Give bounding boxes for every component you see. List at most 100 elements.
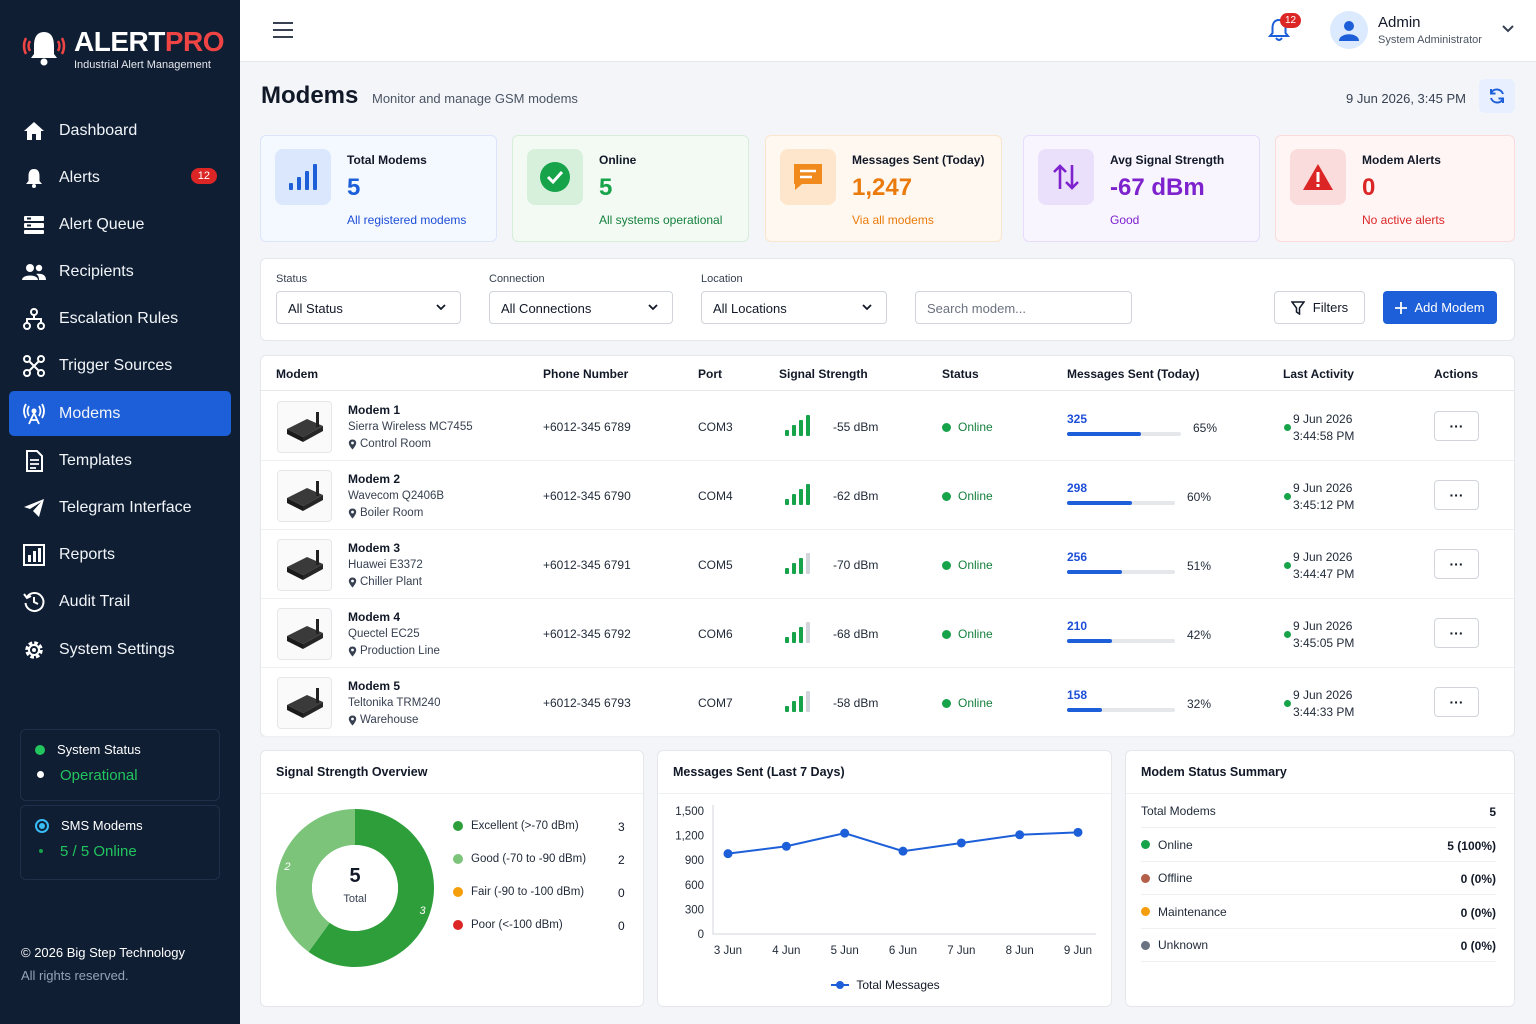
row-actions-button[interactable]: ···	[1434, 480, 1479, 510]
table-row[interactable]: Modem 2 Wavecom Q2406B Boiler Room +6012…	[261, 461, 1514, 530]
sidebar-item-alerts[interactable]: Alerts 12	[9, 155, 231, 200]
table-row[interactable]: Modem 5 Teltonika TRM240 Warehouse +6012…	[261, 668, 1514, 737]
donut-slice[interactable]	[308, 809, 434, 967]
last-activity-date: 9 Jun 2026	[1293, 688, 1353, 702]
legend-count: 0	[618, 886, 625, 900]
notifications-badge: 12	[1280, 13, 1302, 28]
table-row[interactable]: Modem 3 Huawei E3372 Chiller Plant +6012…	[261, 530, 1514, 599]
brand-logo[interactable]: ALERTPRO Industrial Alert Management	[20, 24, 225, 72]
sidebar-item-templates[interactable]: Templates	[9, 438, 231, 483]
sidebar-item-modems[interactable]: Modems	[9, 391, 231, 437]
modem-name: Modem 3	[348, 541, 401, 555]
data-point[interactable]	[781, 841, 791, 851]
stat-card-avg-signal[interactable]: Avg Signal Strength -67 dBm Good	[1023, 135, 1260, 242]
stat-value: 5	[347, 174, 361, 201]
sidebar-item-escalation-rules[interactable]: Escalation Rules	[9, 297, 231, 342]
signal-strength-icon	[785, 415, 810, 436]
summary-label: Online	[1158, 837, 1193, 852]
filters-button[interactable]: Filters	[1274, 291, 1365, 324]
status-text: Online	[958, 489, 993, 503]
copyright-text: © 2026 Big Step Technology	[21, 945, 186, 960]
user-icon	[1339, 21, 1359, 41]
notifications-button[interactable]: 12	[1267, 13, 1302, 44]
column-header: Messages Sent (Today)	[1067, 367, 1200, 381]
status-badge: Online	[942, 696, 993, 710]
alerts-count-badge: 12	[190, 168, 217, 185]
sidebar-item-audit-trail[interactable]: Audit Trail	[9, 580, 231, 625]
modem-location-text: Production Line	[360, 645, 440, 657]
refresh-icon	[1490, 88, 1504, 104]
chevron-down-icon[interactable]	[1502, 25, 1514, 33]
messages-progress-bar	[1067, 639, 1175, 643]
sms-modems-value: 5 / 5 Online	[60, 843, 137, 860]
column-header: Status	[942, 367, 979, 381]
port: COM3	[698, 420, 733, 434]
sidebar-item-reports[interactable]: Reports	[9, 533, 231, 578]
status-filter-select[interactable]: All Status	[276, 291, 461, 324]
activity-dot-icon	[1284, 493, 1291, 500]
data-point[interactable]	[723, 849, 733, 859]
last-activity-time: 3:44:33 PM	[1293, 705, 1355, 719]
column-header: Modem	[276, 367, 318, 381]
card-title: Signal Strength Overview	[276, 765, 428, 779]
data-point[interactable]	[1015, 830, 1025, 840]
data-point[interactable]	[1073, 827, 1083, 837]
signal-bar	[799, 627, 803, 643]
history-icon	[21, 591, 47, 613]
sidebar-item-trigger-sources[interactable]: Trigger Sources	[9, 344, 231, 389]
connection-filter-select[interactable]: All Connections	[489, 291, 673, 324]
summary-value: 0 (0%)	[1460, 872, 1496, 886]
row-actions-button[interactable]: ···	[1434, 411, 1479, 441]
location-filter-select[interactable]: All Locations	[701, 291, 887, 324]
sms-modems-card: SMS Modems 5 / 5 Online	[20, 805, 220, 880]
menu-toggle-icon[interactable]	[273, 22, 293, 38]
signal-bar	[785, 706, 789, 712]
donut-slice[interactable]	[276, 809, 355, 952]
phone-number: +6012-345 6793	[543, 696, 631, 710]
sidebar-item-dashboard[interactable]: Dashboard	[9, 108, 231, 153]
data-point[interactable]	[840, 828, 850, 838]
system-status-label: System Status	[57, 742, 141, 757]
add-modem-button[interactable]: Add Modem	[1383, 291, 1497, 324]
status-filter-value: All Status	[288, 301, 343, 316]
search-input[interactable]: Search modem...	[915, 291, 1132, 324]
donut-total-label: Total	[343, 893, 367, 905]
summary-label: Offline	[1158, 871, 1193, 885]
refresh-button[interactable]	[1479, 79, 1515, 113]
stat-card-messages-today[interactable]: Messages Sent (Today) 1,247 Via all mode…	[765, 135, 1002, 242]
location-pin-icon	[348, 646, 357, 656]
stat-card-total-modems[interactable]: Total Modems 5 All registered modems	[260, 135, 497, 242]
warning-icon	[1290, 149, 1346, 205]
page-title: Modems	[261, 82, 359, 109]
data-point[interactable]	[898, 846, 908, 856]
user-menu[interactable]: Admin System Administrator	[1330, 11, 1482, 49]
messages-percent: 65%	[1193, 421, 1218, 435]
signal-bar	[799, 558, 803, 574]
y-tick-label: 1,200	[675, 831, 704, 843]
data-point[interactable]	[956, 838, 966, 848]
signal-bar	[785, 637, 789, 643]
sidebar-item-telegram-interface[interactable]: Telegram Interface	[9, 486, 231, 531]
modem-model: Wavecom Q2406B	[348, 490, 445, 502]
legend-label: Good (-70 to -90 dBm)	[471, 853, 587, 865]
table-row[interactable]: Modem 4 Quectel EC25 Production Line +60…	[261, 599, 1514, 668]
stat-value: 5	[599, 174, 613, 201]
sidebar-item-recipients[interactable]: Recipients	[9, 250, 231, 295]
online-dot-icon	[942, 560, 951, 570]
sidebar-item-label: Alerts	[59, 168, 100, 186]
chevron-down-icon	[862, 304, 872, 311]
summary-status-dot-icon	[1141, 907, 1150, 916]
donut-slice-label: 3	[419, 905, 426, 917]
modem-name: Modem 1	[348, 403, 401, 417]
activity-dot-icon	[1284, 700, 1291, 707]
row-actions-button[interactable]: ···	[1434, 549, 1479, 579]
summary-value: 0 (0%)	[1460, 905, 1496, 920]
stat-card-modem-alerts[interactable]: Modem Alerts 0 No active alerts	[1275, 135, 1515, 242]
sidebar-item-alert-queue[interactable]: Alert Queue	[9, 202, 231, 247]
table-row[interactable]: Modem 1 Sierra Wireless MC7455 Control R…	[261, 392, 1514, 461]
sidebar-item-system-settings[interactable]: System Settings	[9, 627, 231, 672]
stat-card-online[interactable]: Online 5 All systems operational	[512, 135, 749, 242]
row-actions-button[interactable]: ···	[1434, 618, 1479, 648]
stat-label: Avg Signal Strength	[1110, 153, 1225, 167]
row-actions-button[interactable]: ···	[1434, 687, 1479, 717]
